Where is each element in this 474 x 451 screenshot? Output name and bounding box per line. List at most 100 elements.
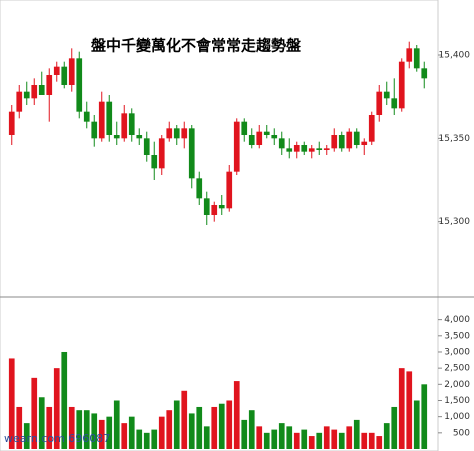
candle-body bbox=[61, 66, 68, 85]
volume-bar bbox=[113, 400, 120, 449]
candle-body bbox=[413, 48, 420, 69]
candle-body bbox=[406, 48, 413, 62]
volume-bar bbox=[166, 410, 173, 449]
candle-body bbox=[398, 61, 405, 109]
candle-body bbox=[421, 68, 428, 79]
candle-body bbox=[211, 205, 218, 215]
volume-bar bbox=[16, 406, 23, 449]
candle-body bbox=[368, 115, 375, 142]
candle-body bbox=[278, 138, 285, 149]
candle-body bbox=[331, 135, 338, 149]
volume-bar bbox=[398, 368, 405, 449]
candle-body bbox=[83, 111, 90, 122]
volume-bar bbox=[31, 377, 38, 449]
candle-body bbox=[128, 113, 135, 135]
volume-bar bbox=[121, 423, 128, 449]
candle-body bbox=[226, 171, 233, 209]
volume-bar bbox=[128, 416, 135, 449]
volume-bar bbox=[151, 429, 158, 449]
volume-bar bbox=[188, 413, 195, 449]
volume-bar bbox=[83, 410, 90, 449]
chart-title: 盤中千變萬化不會常常走趨勢盤 bbox=[90, 37, 302, 55]
candle-body bbox=[166, 128, 173, 139]
volume-bar bbox=[263, 432, 270, 449]
volume-bar bbox=[361, 432, 368, 449]
volume-bar bbox=[376, 436, 383, 449]
volume-bar bbox=[256, 426, 263, 449]
candle-body bbox=[38, 85, 45, 95]
volume-bar bbox=[331, 429, 338, 449]
volume-bar bbox=[23, 423, 30, 449]
y-tick-label: 3,000 bbox=[444, 347, 470, 357]
candle-body bbox=[286, 148, 293, 152]
candle-body bbox=[23, 91, 30, 99]
y-tick-label: 3,500 bbox=[444, 331, 470, 341]
volume-bar bbox=[173, 400, 180, 449]
candle-body bbox=[16, 91, 23, 112]
candle-body bbox=[98, 101, 105, 139]
volume-bar bbox=[46, 406, 53, 449]
candle-body bbox=[271, 135, 278, 139]
candle-body bbox=[316, 148, 323, 150]
y-tick-label: 1,000 bbox=[444, 412, 470, 422]
candle-body bbox=[68, 58, 75, 85]
y-tick-label: 4,000 bbox=[444, 315, 470, 325]
candle-body bbox=[181, 128, 188, 139]
candle-body bbox=[158, 138, 165, 169]
volume-bar bbox=[308, 436, 315, 449]
volume-bar bbox=[368, 432, 375, 449]
volume-bar bbox=[383, 423, 390, 449]
candle-body bbox=[361, 141, 368, 145]
y-tick-label: 1,500 bbox=[444, 396, 470, 406]
volume-bar bbox=[301, 429, 308, 449]
candle-body bbox=[196, 178, 203, 199]
volume-bar bbox=[248, 410, 255, 449]
volume-bar bbox=[38, 397, 45, 449]
volume-bar bbox=[106, 416, 113, 449]
y-tick-label: 2,000 bbox=[444, 380, 470, 390]
candle-body bbox=[151, 155, 158, 169]
candle-body bbox=[121, 113, 128, 139]
y-tick-label: 15,300 bbox=[439, 217, 471, 227]
candle-body bbox=[248, 135, 255, 145]
volume-bar bbox=[98, 419, 105, 449]
volume-bar bbox=[406, 371, 413, 449]
volume-bar bbox=[203, 426, 210, 449]
volume-bar bbox=[278, 423, 285, 449]
candle-body bbox=[218, 205, 225, 209]
candle-body bbox=[76, 58, 83, 112]
candle-body bbox=[391, 98, 398, 109]
candle-body bbox=[323, 148, 330, 150]
volume-bar bbox=[413, 400, 420, 449]
y-tick-label: 2,500 bbox=[444, 364, 470, 374]
candle-body bbox=[188, 128, 195, 179]
volume-bar bbox=[241, 419, 248, 449]
volume-bar bbox=[196, 406, 203, 449]
y-tick-label: 15,400 bbox=[439, 51, 471, 61]
volume-bar bbox=[316, 432, 323, 449]
volume-bar bbox=[421, 384, 428, 449]
volume-bar bbox=[226, 400, 233, 449]
candle-body bbox=[143, 138, 150, 155]
candle-body bbox=[233, 121, 240, 172]
candle-body bbox=[46, 75, 53, 95]
candle-body bbox=[8, 111, 15, 135]
candle-body bbox=[241, 121, 248, 135]
candle-body bbox=[383, 91, 390, 99]
volume-bar bbox=[91, 413, 98, 449]
volume-bar bbox=[391, 406, 398, 449]
volume-bar bbox=[286, 426, 293, 449]
candle-body bbox=[263, 131, 270, 135]
candle-body bbox=[353, 131, 360, 145]
y-tick-label: 15,350 bbox=[439, 134, 471, 144]
volume-bar bbox=[211, 406, 218, 449]
candle-body bbox=[293, 145, 300, 152]
candle-body bbox=[256, 131, 263, 145]
candle-body bbox=[173, 128, 180, 139]
candle-body bbox=[106, 101, 113, 135]
volume-bar bbox=[233, 381, 240, 449]
candle-body bbox=[136, 135, 143, 139]
candle-body bbox=[203, 198, 210, 215]
candle-body bbox=[308, 148, 315, 152]
